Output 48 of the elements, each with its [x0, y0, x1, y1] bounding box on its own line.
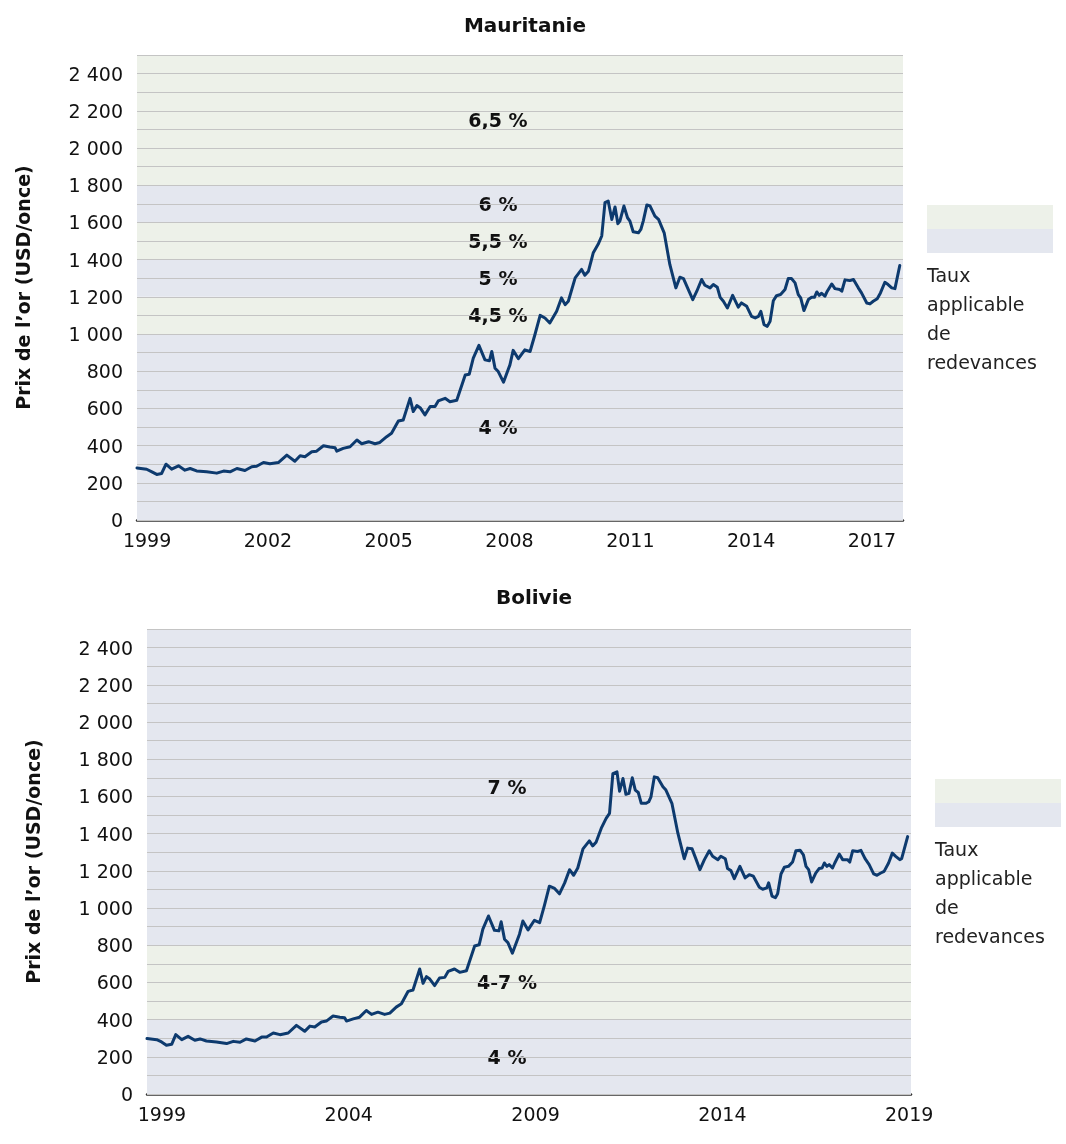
- y-tick-label: 200: [86, 471, 123, 494]
- y-tick-label: 600: [86, 397, 123, 420]
- band-label: 7 %: [487, 776, 527, 799]
- y-tick-label: 1 800: [78, 748, 133, 771]
- y-tick-label: 1 400: [78, 822, 133, 845]
- x-tick-label: 1999: [122, 528, 172, 551]
- y-tick-label: 400: [96, 1008, 133, 1031]
- chart-title: Mauritanie: [463, 13, 587, 37]
- y-tick-label: 800: [86, 360, 123, 383]
- x-tick-label: 2019: [884, 1102, 934, 1125]
- y-tick-label: 800: [96, 934, 133, 957]
- y-tick-label: 2 200: [78, 673, 133, 696]
- band-label: 6,5 %: [468, 109, 528, 132]
- y-tick-label: 400: [86, 434, 123, 457]
- x-tick-label: 2008: [485, 528, 534, 551]
- y-tick-label: 1 000: [68, 323, 123, 345]
- x-tick-label: 2011: [606, 528, 655, 551]
- y-tick-label: 2 000: [78, 711, 133, 733]
- y-axis-title: Prix de l’or (USD/once): [11, 165, 34, 410]
- y-tick-label: 1 200: [68, 285, 123, 308]
- x-tick-label: 2002: [243, 528, 293, 551]
- x-tick-label: 2009: [511, 1102, 560, 1125]
- y-tick-label: 1 400: [68, 248, 123, 271]
- line-series: [135, 199, 902, 476]
- y-tick-label: 2 200: [68, 99, 123, 122]
- y-tick-label: 2 400: [78, 636, 133, 659]
- y-tick-label: 0: [120, 1083, 133, 1105]
- line-series: [145, 770, 910, 1047]
- y-tick-label: 1 600: [68, 211, 123, 234]
- y-tick-label: 1 000: [78, 897, 133, 919]
- x-tick-label: 2014: [698, 1102, 747, 1125]
- x-tick-label: 2004: [324, 1102, 373, 1125]
- y-tick-label: 1 200: [78, 859, 133, 882]
- legend-title: Taux applicable de redevances: [935, 837, 1046, 949]
- x-tick-label: 2017: [847, 528, 897, 551]
- y-tick-label: 200: [96, 1045, 133, 1068]
- y-tick-label: 2 000: [68, 137, 123, 159]
- x-tick-label: 2005: [364, 528, 413, 551]
- y-tick-label: 600: [96, 971, 133, 994]
- y-tick-label: 1 600: [78, 785, 133, 808]
- legend-title: Taux applicable de redevances: [927, 263, 1038, 375]
- x-tick-label: 1999: [137, 1102, 187, 1125]
- y-tick-label: 2 400: [68, 62, 123, 85]
- y-axis-title: Prix de l’or (USD/once): [21, 739, 44, 984]
- x-tick-label: 2014: [726, 528, 776, 551]
- y-tick-label: 1 800: [68, 174, 123, 197]
- y-tick-label: 0: [110, 509, 123, 531]
- chart-title: Bolivie: [495, 585, 573, 609]
